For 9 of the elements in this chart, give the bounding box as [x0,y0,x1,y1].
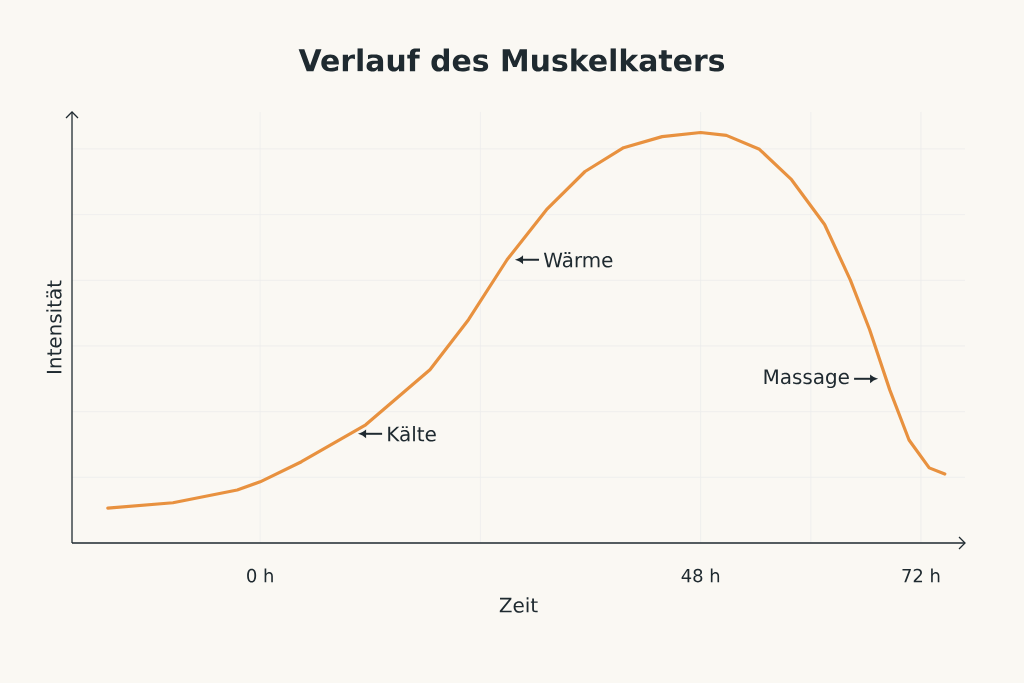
x-tick-label: 72 h [902,568,940,583]
x-tick-label: 48 h [681,568,720,583]
y-axis-title: Intensität [46,280,62,374]
chart-title: Verlauf des Muskelkaters [298,48,725,72]
annotation: Wärme [543,252,613,268]
annotation: Massage [764,369,849,389]
x-tick-label: 0 h [247,568,273,583]
annotation: Kälte [388,426,436,442]
x-axis-title: Zeit [499,597,538,613]
